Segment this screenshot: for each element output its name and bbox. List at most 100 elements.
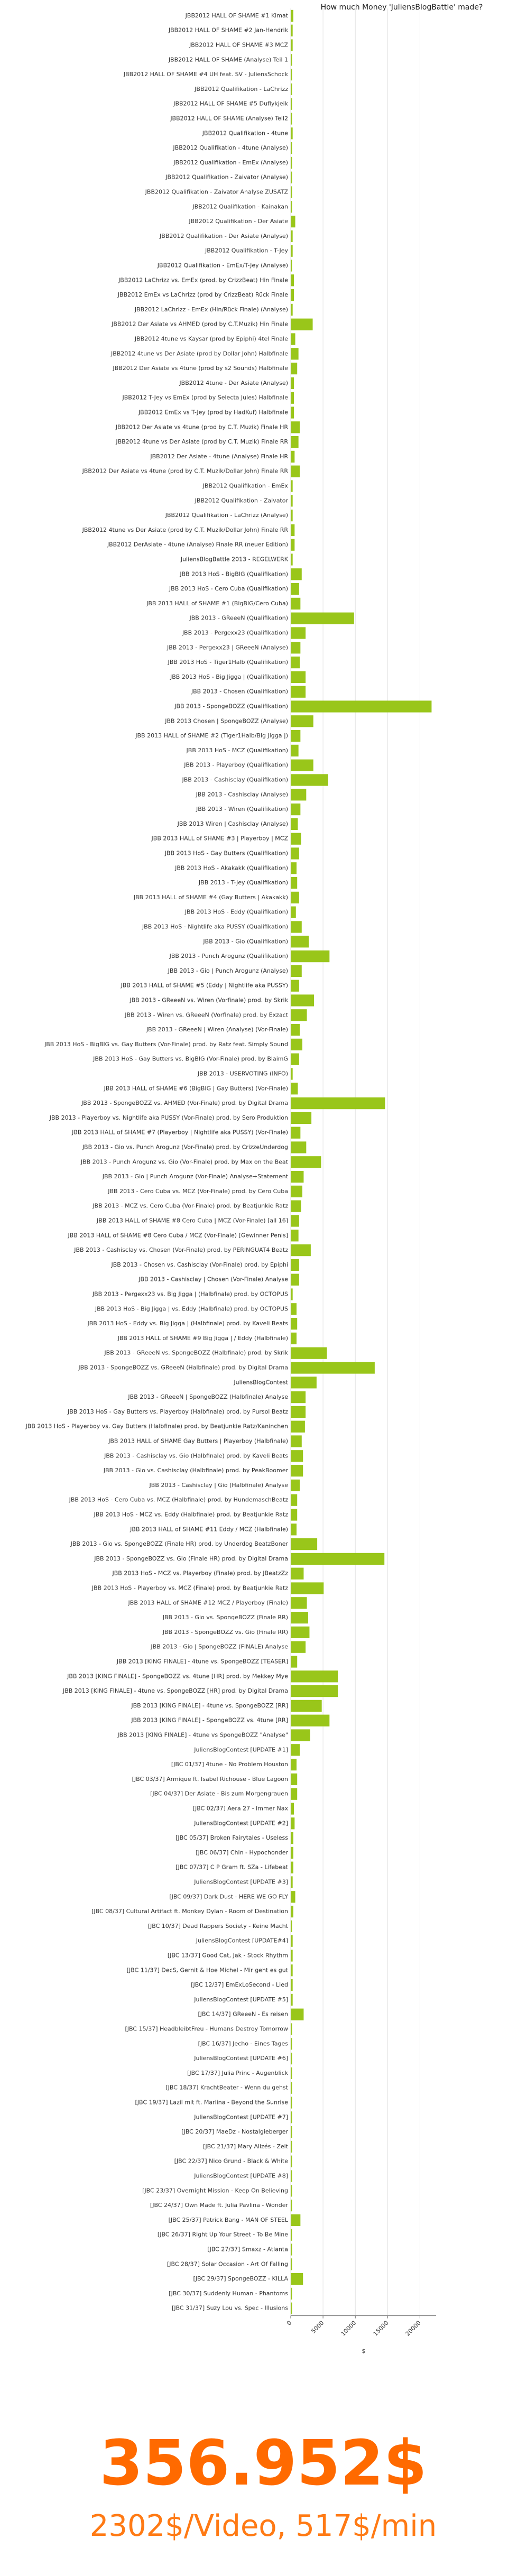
y-tick-label: JBB 2013 - Gio | Punch Arogunz (Analyse) bbox=[168, 967, 288, 974]
y-tick-label: JBB 2013 [KING FINALE] - 4tune vs. Spong… bbox=[131, 1702, 288, 1709]
y-tick-label: JBB2012 Qualifikation - Der Asiate (Anal… bbox=[159, 233, 288, 239]
y-tick-label: JBB2012 Der Asiate - 4tune (Analyse) Fin… bbox=[150, 453, 288, 460]
bar bbox=[291, 789, 307, 801]
bar bbox=[291, 2273, 303, 2285]
y-tick-label: JBB2012 HALL OF SHAME #4 UH feat. SV - J… bbox=[123, 71, 289, 78]
y-tick-label: JBB 2013 [KING FINALE] - SpongeBOZZ vs. … bbox=[131, 1717, 288, 1724]
bar bbox=[291, 1597, 307, 1609]
bar bbox=[291, 407, 294, 419]
y-tick-label: JBB 2013 - Gio vs. Cashisclay (Halbfinal… bbox=[103, 1467, 289, 1474]
y-tick-label: JBB 2013 - USERVOTING (INFO) bbox=[197, 1070, 288, 1077]
y-tick-label: [JBC 26/37] Right Up Your Street - To Be… bbox=[158, 2231, 288, 2238]
y-tick-label: JBB2012 DerAsiate - 4tune (Analyse) Fina… bbox=[107, 541, 288, 548]
y-tick-label: JBB 2013 HoS - Playerboy vs. MCZ (Finale… bbox=[91, 1585, 288, 1592]
bar bbox=[291, 656, 300, 669]
bar bbox=[291, 2214, 301, 2227]
bar bbox=[291, 1479, 300, 1492]
x-tick-label: 5000 bbox=[310, 2320, 325, 2335]
y-tick-label: JBB2012 Qualifikation - Der Asiate bbox=[188, 218, 288, 225]
bar bbox=[291, 1170, 304, 1183]
y-tick-label: [JBC 30/37] Suddenly Human - Phantoms bbox=[169, 2290, 288, 2297]
y-tick-label: [JBC 06/37] Chin - Hypochonder bbox=[196, 1849, 288, 1856]
x-axis-label: $ bbox=[362, 2348, 366, 2355]
y-tick-label: JBB 2013 HALL of SHAME #8 Cero Cuba | MC… bbox=[96, 1217, 288, 1224]
bar bbox=[291, 1303, 297, 1315]
bar bbox=[291, 1023, 300, 1036]
bar bbox=[291, 1567, 304, 1580]
y-tick-label: JBB2012 Qualifikation - EmEx (Analyse) bbox=[173, 159, 288, 166]
y-tick-label: JBB2012 T-Jey vs EmEx (prod by Selecta J… bbox=[122, 394, 289, 401]
y-tick-label: [JBC 25/37] Patrick Bang - MAN OF STEEL bbox=[169, 2217, 289, 2223]
bar bbox=[291, 906, 296, 918]
y-tick-label: JBB 2013 HoS - Gay Butters vs. Playerboy… bbox=[67, 1408, 288, 1415]
y-tick-label: JBB 2013 HALL of SHAME #6 (BigBIG | Gay … bbox=[104, 1085, 288, 1092]
bar bbox=[291, 2126, 292, 2138]
y-tick-label: JBB 2013 HALL of SHAME #5 (Eddy | Nightl… bbox=[121, 982, 288, 989]
bar bbox=[291, 377, 294, 390]
bar bbox=[291, 936, 309, 948]
y-tick-label: [JBC 05/37] Broken Fairytales - Useless bbox=[175, 1834, 288, 1841]
bar bbox=[291, 1685, 338, 1697]
bar bbox=[291, 2082, 292, 2094]
y-tick-label: JBB 2013 - Playerboy (Qualifikation) bbox=[183, 762, 288, 769]
bar bbox=[291, 68, 292, 81]
bar bbox=[291, 1200, 301, 1212]
y-tick-label: [JBC 19/37] Lazil mit ft. Marlina - Beyo… bbox=[135, 2099, 289, 2106]
y-tick-label: [JBC 23/37] Overnight Mission - Keep On … bbox=[142, 2187, 288, 2194]
y-tick-label: [JBC 22/37] Nico Grund - Black & White bbox=[174, 2158, 289, 2165]
y-tick-label: [JBC 15/37] HeadbleibtFreu - Humans Dest… bbox=[125, 2026, 288, 2033]
bar bbox=[291, 142, 292, 154]
y-tick-label: JBB 2013 HALL of SHAME #7 (Playerboy | N… bbox=[71, 1129, 288, 1136]
y-tick-label: JBB2012 EmEx vs T-Jey (prod by HadKuf) H… bbox=[138, 409, 288, 416]
y-tick-label: [JBC 31/37] Suzy Lou vs. Spec - Illusion… bbox=[172, 2305, 288, 2312]
bar bbox=[291, 2155, 292, 2167]
bar bbox=[291, 421, 300, 433]
y-tick-label: JBB 2013 - Cashisclay | Gio (Halbfinale)… bbox=[149, 1482, 289, 1489]
bar bbox=[291, 215, 295, 228]
y-tick-label: JBB2012 HALL OF SHAME #1 Kimat bbox=[185, 12, 289, 19]
y-tick-label: JBB2012 Qualifikation - Kainakan bbox=[192, 203, 288, 210]
bar bbox=[291, 201, 292, 213]
y-tick-label: [JBC 07/37] C P Gram ft. SZa - Lifebeat bbox=[175, 1864, 288, 1871]
bar bbox=[291, 583, 299, 595]
y-tick-label: JBB 2013 HoS - Akakakk (Qualifikation) bbox=[174, 864, 288, 871]
y-tick-label: JBB 2013 HALL of SHAME #12 MCZ / Playerb… bbox=[128, 1599, 288, 1606]
y-tick-label: JBB 2013 Chosen | SpongeBOZZ (Analyse) bbox=[164, 717, 288, 724]
bar bbox=[291, 686, 306, 698]
bar bbox=[291, 24, 293, 36]
bar bbox=[291, 2111, 292, 2123]
bar bbox=[291, 1244, 311, 1257]
bar bbox=[291, 1626, 310, 1639]
bar bbox=[291, 1832, 293, 1844]
y-tick-label: JBB 2013 HoS - Big Jigga | vs. Eddy (Hal… bbox=[95, 1305, 288, 1312]
bar bbox=[291, 1009, 307, 1021]
bar bbox=[291, 2302, 292, 2314]
bar bbox=[291, 2229, 292, 2241]
y-tick-label: [JBC 17/37] Julia Princ - Augenblick bbox=[187, 2070, 288, 2076]
y-tick-label: [JBC 12/37] EmExLoSecond - Lied bbox=[191, 1981, 288, 1988]
bar bbox=[291, 289, 294, 301]
bar bbox=[291, 847, 299, 860]
bar bbox=[291, 862, 297, 874]
y-tick-label: JBB 2013 - Cashisclay | Chosen (Vor-Fina… bbox=[138, 1276, 288, 1283]
y-tick-label: JuliensBlogBattle 2013 - REGELWERK bbox=[180, 556, 289, 563]
y-tick-label: JBB 2013 - SpongeBOZZ vs. Gio (Finale RR… bbox=[162, 1629, 288, 1636]
y-tick-label: JuliensBlogContest [UPDATE #1] bbox=[193, 1746, 288, 1753]
x-tick-label: 20000 bbox=[404, 2320, 422, 2338]
y-tick-label: JBB 2013 HoS - BigBIG vs. Gay Butters (V… bbox=[44, 1041, 288, 1048]
y-tick-label: [JBC 14/37] GReeeN - Es reisen bbox=[198, 2011, 289, 2018]
y-tick-label: JuliensBlogContest [UPDATE #2] bbox=[193, 1820, 288, 1826]
y-tick-label: JBB2012 Qualifikation - T-Jey bbox=[205, 247, 288, 254]
bar bbox=[291, 509, 293, 522]
bar bbox=[291, 1377, 317, 1389]
y-tick-label: JBB 2013 - Cashisclay vs. Chosen (Vor-Fi… bbox=[73, 1247, 288, 1253]
y-tick-label: JBB 2013 HoS - Cero Cuba vs. MCZ (Halbfi… bbox=[69, 1497, 289, 1503]
y-tick-label: JBB2012 4tune vs Der Asiate (prod by Dol… bbox=[110, 350, 288, 357]
y-tick-label: JBB 2013 HALL of SHAME #8 Cero Cuba / MC… bbox=[68, 1232, 288, 1239]
bar bbox=[291, 1097, 385, 1110]
bar bbox=[291, 230, 293, 243]
bar bbox=[291, 759, 313, 771]
bar bbox=[291, 480, 293, 492]
y-tick-label: [JBC 24/37] Own Made ft. Julia Pavlina -… bbox=[150, 2202, 289, 2209]
